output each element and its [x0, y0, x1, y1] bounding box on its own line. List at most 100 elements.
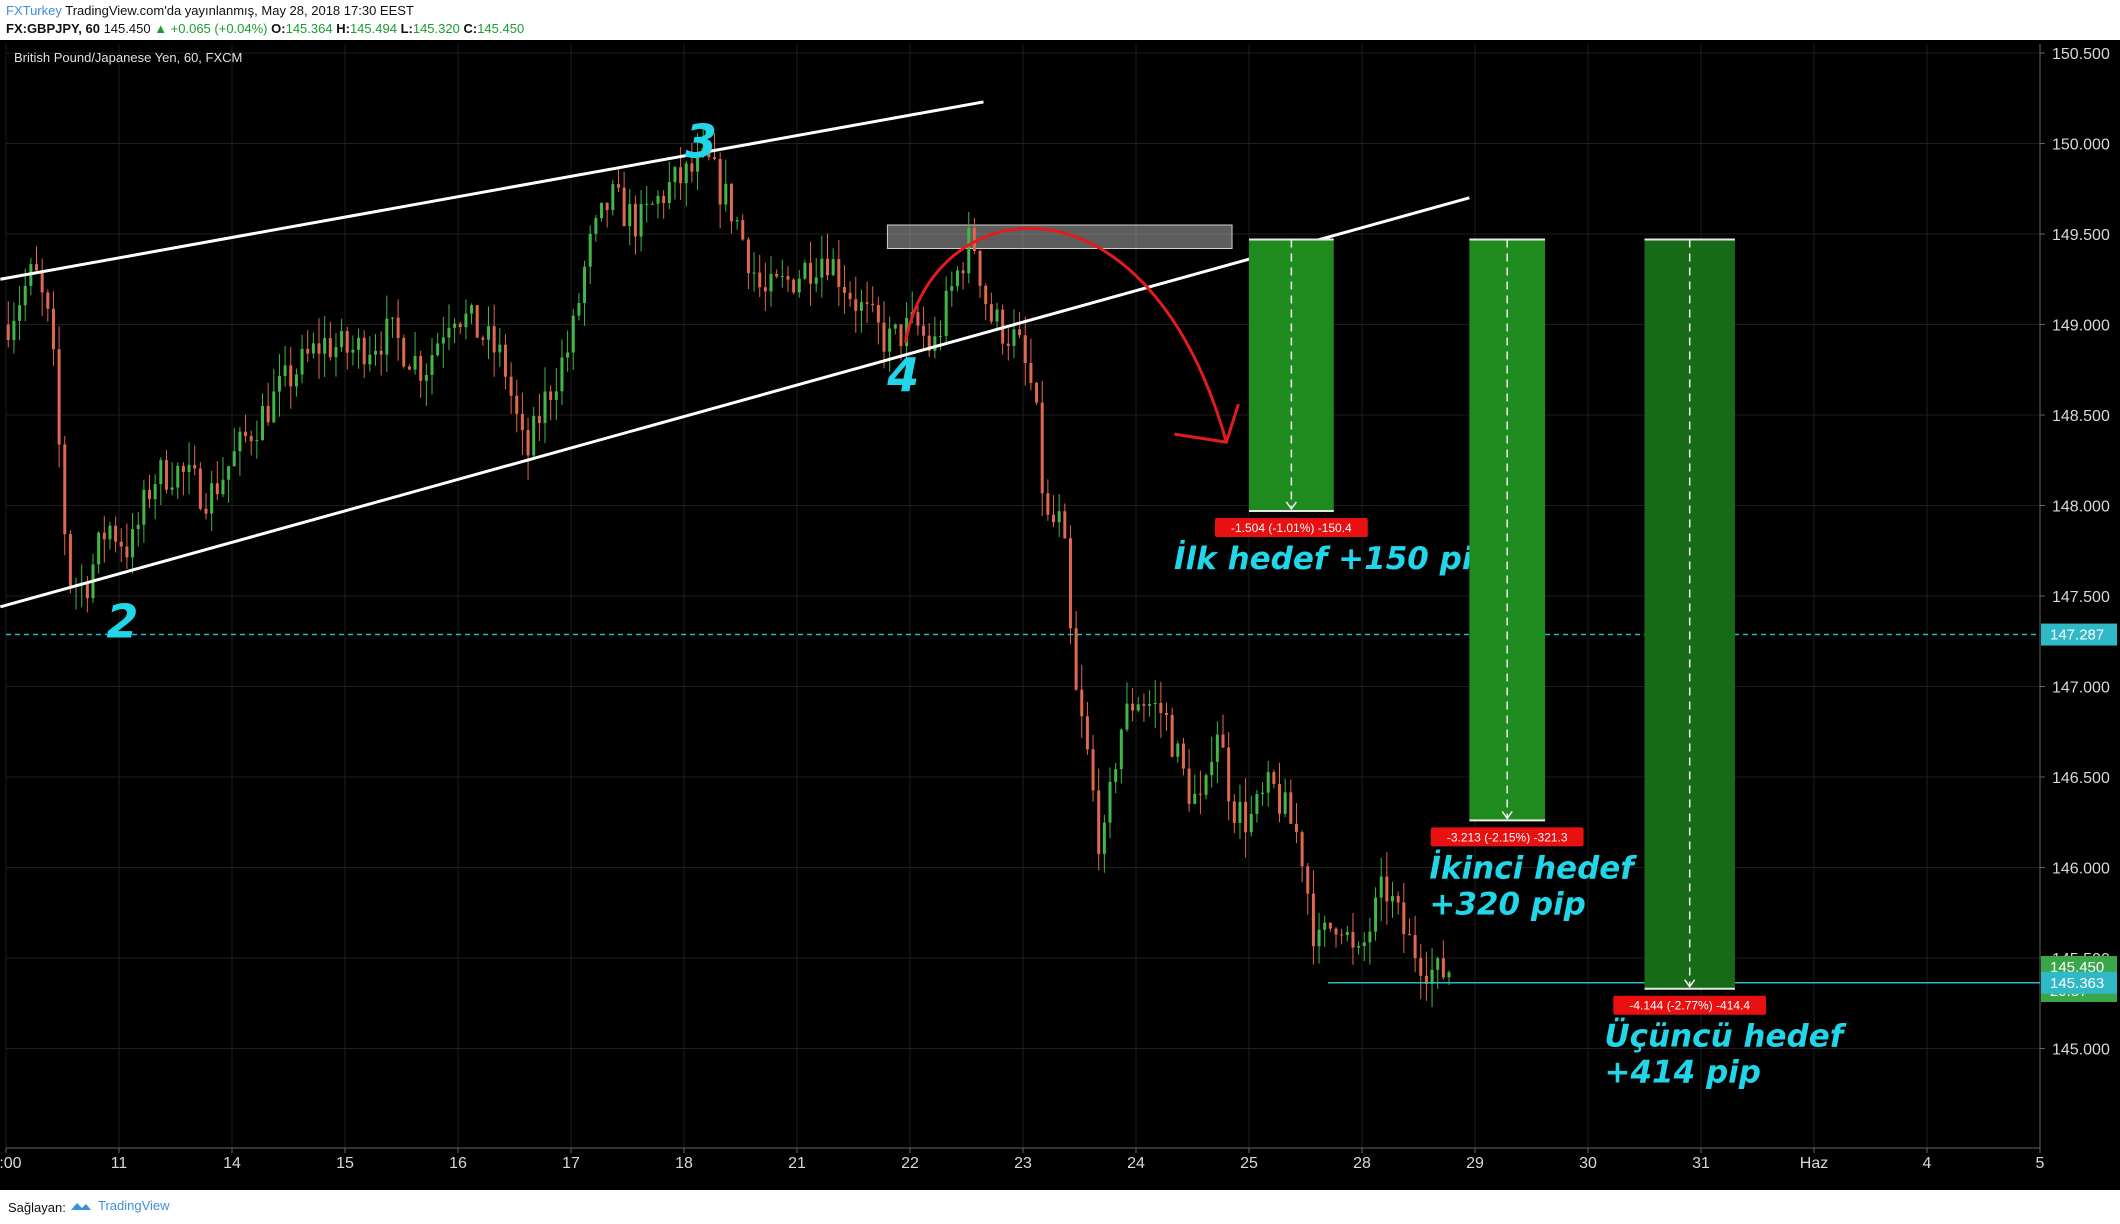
candle-body	[436, 343, 440, 356]
candle-body	[537, 416, 541, 424]
candle-body	[1300, 832, 1304, 867]
candle-body	[1311, 893, 1315, 947]
candle-body	[600, 202, 604, 219]
candle-body	[797, 278, 801, 293]
candle-body	[713, 157, 717, 159]
candle-body	[1204, 775, 1208, 795]
candle-body	[955, 270, 959, 287]
candle-body	[939, 336, 943, 338]
channel-lower-line	[0, 196, 1470, 609]
candle-body	[1294, 823, 1298, 833]
candle-body	[543, 391, 547, 424]
candle-body	[1091, 749, 1095, 791]
candle-body	[1012, 329, 1016, 346]
chart-footer: Sağlayan: TradingView	[0, 1190, 2120, 1224]
candle-body	[916, 312, 920, 326]
candle-body	[509, 376, 513, 396]
candle-body	[1391, 896, 1395, 902]
candle-body	[357, 337, 361, 350]
candle-body	[35, 264, 39, 271]
candle-body	[1046, 493, 1050, 515]
candle-body	[978, 250, 982, 286]
candle-body	[306, 348, 310, 354]
candle-body	[1131, 703, 1135, 711]
candle-body	[888, 328, 892, 352]
candle-body	[1136, 704, 1140, 711]
candle-body	[571, 315, 575, 353]
candle-body	[407, 366, 411, 370]
candle-body	[97, 532, 101, 565]
candle-body	[40, 270, 44, 293]
high-value: 145.494	[349, 21, 397, 36]
x-tick-label: 16	[449, 1155, 467, 1172]
x-tick-label: 24	[1127, 1155, 1145, 1172]
candle-body	[1074, 628, 1078, 690]
candle-body	[328, 338, 332, 358]
candle-body	[1029, 363, 1033, 383]
forecast-arrow	[904, 226, 1228, 443]
wave-label-2: 2	[106, 594, 138, 648]
publisher-name[interactable]: FXTurkey	[6, 3, 62, 18]
candle-body	[221, 479, 225, 495]
price-label-badge	[2041, 623, 2117, 646]
candle-body	[1249, 813, 1253, 833]
candle-body	[837, 259, 841, 287]
wave-label-4: 4	[886, 348, 919, 402]
x-tick-label: 21	[788, 1155, 806, 1172]
candle-body	[961, 270, 965, 274]
candle-body	[611, 184, 615, 211]
published-text: TradingView.com'da yayınlanmış, May 28, …	[65, 3, 414, 18]
tradingview-link[interactable]: TradingView	[70, 1198, 170, 1213]
candle-body	[23, 285, 27, 306]
candle-body	[470, 305, 474, 314]
candle-body	[1159, 702, 1163, 713]
candle-body	[385, 318, 389, 355]
candle-body	[549, 391, 553, 400]
candle-body	[323, 338, 327, 354]
candle-body	[1035, 382, 1039, 403]
x-tick-label: 23	[1014, 1155, 1032, 1172]
target-readout-badge	[1214, 517, 1368, 537]
tradingview-logo-icon	[71, 1202, 91, 1210]
candle-body	[12, 320, 16, 341]
candle-body	[1187, 768, 1191, 804]
open-label: O:	[271, 21, 286, 36]
y-tick-label: 148.500	[2052, 408, 2110, 425]
candle-body	[181, 465, 185, 472]
candle-body	[984, 285, 988, 305]
candle-body	[735, 220, 739, 222]
candle-body	[803, 262, 807, 279]
last-value: 145.450	[103, 21, 151, 36]
candle-body	[662, 195, 666, 204]
candle-body	[667, 182, 671, 204]
candle-body	[876, 305, 880, 323]
candle-body	[1430, 969, 1434, 984]
price-chart[interactable]: 2:00111415161718212223242528293031Haz451…	[0, 40, 2120, 1190]
candle-body	[1323, 922, 1327, 930]
target-arrow-head	[1684, 979, 1696, 989]
candle-body	[1351, 931, 1355, 948]
candle-body	[882, 322, 886, 352]
candle-body	[1040, 402, 1044, 494]
forecast-arrow-head	[1174, 403, 1240, 444]
candle-body	[492, 326, 496, 353]
y-tick-label: 149.500	[2052, 227, 2110, 244]
candle-body	[1080, 689, 1084, 717]
candle-body	[944, 290, 948, 337]
candle-body	[170, 487, 174, 490]
candle-body	[238, 431, 242, 452]
x-tick-label: 22	[901, 1155, 919, 1172]
candle-body	[1068, 538, 1072, 629]
candle-body	[933, 336, 937, 351]
candle-body	[1345, 931, 1349, 936]
target-arrow-head	[1285, 501, 1297, 511]
candle-body	[1261, 792, 1265, 795]
candle-body	[967, 228, 971, 274]
candle-body	[577, 303, 581, 316]
y-tick-label: 150.000	[2052, 137, 2110, 154]
y-tick-label: 146.500	[2052, 770, 2110, 787]
candle-body	[560, 357, 564, 392]
x-tick-label: 29	[1466, 1155, 1484, 1172]
candle-body	[673, 167, 677, 183]
candle-body	[532, 416, 536, 456]
